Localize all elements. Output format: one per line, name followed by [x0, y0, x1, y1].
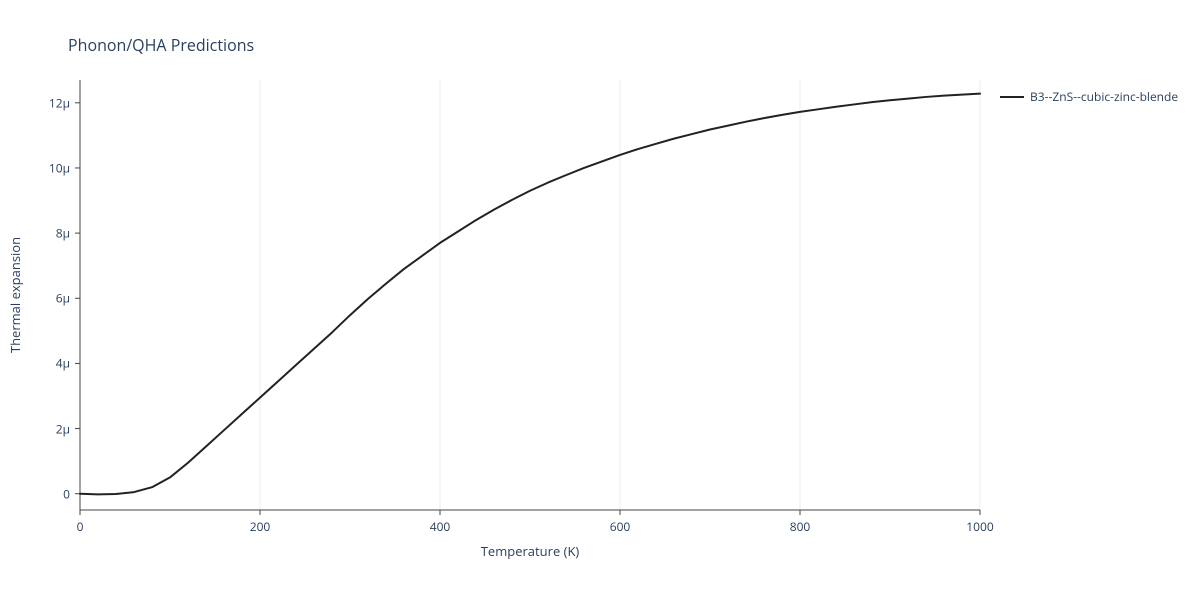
y-tick-label: 8μ: [56, 225, 70, 242]
x-axis-title: Temperature (K): [481, 542, 580, 560]
y-tick-label: 0: [63, 485, 70, 502]
y-axis-title: Thermal expansion: [6, 237, 24, 353]
x-tick-label: 1000: [966, 518, 993, 535]
legend-swatch: [1000, 96, 1024, 98]
x-tick-label: 600: [610, 518, 631, 535]
x-tick-label: 0: [77, 518, 84, 535]
x-tick-label: 800: [790, 518, 811, 535]
chart-root: Phonon/QHA Predictions Thermal expansion…: [0, 0, 1200, 600]
legend: B3--ZnS--cubic-zinc-blende: [1000, 88, 1178, 105]
y-tick-label: 12μ: [49, 94, 70, 111]
y-tick-label: 4μ: [56, 355, 70, 372]
x-tick-label: 200: [250, 518, 271, 535]
y-tick-label: 2μ: [56, 420, 70, 437]
legend-label: B3--ZnS--cubic-zinc-blende: [1030, 88, 1178, 105]
y-tick-label: 10μ: [49, 159, 70, 176]
y-tick-label: 6μ: [56, 290, 70, 307]
x-tick-label: 400: [430, 518, 451, 535]
